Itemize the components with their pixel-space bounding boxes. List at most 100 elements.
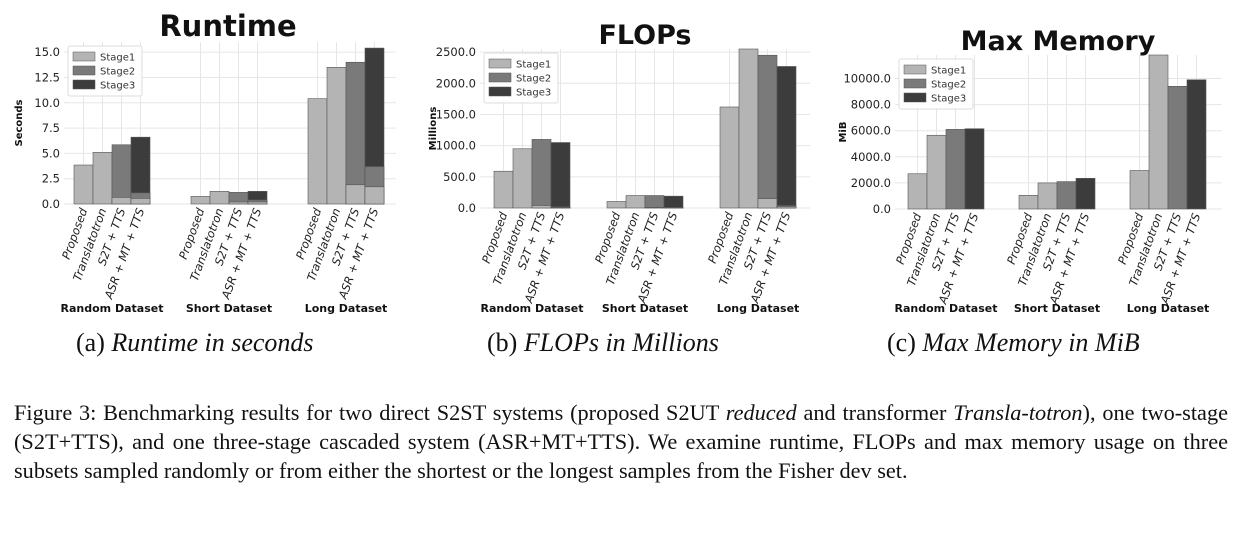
legend-label: Stage1 bbox=[931, 66, 966, 77]
y-tick-label: 500.0 bbox=[443, 170, 476, 184]
bar-segment bbox=[111, 197, 132, 205]
y-tick-label: 2500.0 bbox=[436, 45, 476, 59]
legend-label: Stage3 bbox=[931, 94, 966, 105]
legend-label: Stage3 bbox=[516, 88, 551, 99]
y-tick-label: 0.0 bbox=[42, 197, 60, 211]
bar-segment bbox=[606, 201, 627, 209]
figure-caption: Figure 3: Benchmarking results for two d… bbox=[14, 398, 1228, 485]
group-label: Long Dataset bbox=[717, 302, 800, 315]
subcaption-c: (c) Max Memory in MiB bbox=[887, 328, 1140, 358]
y-tick-label: 8000.0 bbox=[851, 98, 891, 112]
bar-segment bbox=[757, 198, 778, 209]
legend-swatch bbox=[903, 92, 927, 103]
y-tick-label: 5.0 bbox=[42, 146, 60, 160]
figure-caption-emphasis: reduced bbox=[725, 400, 797, 425]
bar-segment bbox=[512, 148, 533, 209]
bar bbox=[1148, 54, 1169, 210]
group-label: Long Dataset bbox=[305, 302, 388, 315]
bar-segment bbox=[307, 98, 328, 205]
y-tick-label: 2000.0 bbox=[436, 76, 476, 90]
bar-segment bbox=[550, 207, 571, 209]
bar-segment bbox=[531, 205, 552, 209]
chart-3: 0.02000.04000.06000.08000.010000.0Propos… bbox=[838, 26, 1222, 315]
group-label: Long Dataset bbox=[1127, 302, 1210, 315]
figure-caption-part: ), one two-stage (S2T+TTS), and one thre… bbox=[14, 400, 1228, 483]
subcaption-c-letter: (c) bbox=[887, 328, 916, 357]
y-tick-label: 10.0 bbox=[34, 96, 60, 110]
bar-segment bbox=[738, 48, 759, 209]
y-tick-label: 15.0 bbox=[34, 45, 60, 59]
chart-title: Max Memory bbox=[961, 26, 1156, 57]
bar bbox=[1167, 86, 1188, 210]
bar-segment bbox=[130, 198, 151, 205]
bar-segment bbox=[345, 61, 366, 205]
bar-segment bbox=[625, 195, 646, 209]
group-label: Random Dataset bbox=[895, 302, 998, 315]
bar-segment bbox=[493, 170, 514, 209]
legend-label: Stage2 bbox=[100, 67, 135, 78]
bar bbox=[945, 129, 966, 210]
bar bbox=[1037, 182, 1058, 210]
y-tick-label: 0.0 bbox=[873, 202, 891, 216]
benchmark-charts: 0.02.55.07.510.012.515.0ProposedTranslat… bbox=[14, 9, 1222, 315]
bar-segment bbox=[644, 207, 665, 209]
bar-segment bbox=[663, 195, 684, 209]
legend-label: Stage3 bbox=[100, 81, 135, 92]
bar bbox=[907, 173, 928, 210]
legend-label: Stage1 bbox=[516, 60, 551, 71]
bar-segment bbox=[247, 201, 268, 205]
bar bbox=[964, 128, 985, 210]
y-tick-label: 1500.0 bbox=[436, 107, 476, 121]
bar-segment bbox=[190, 196, 211, 205]
bar-segment bbox=[228, 201, 249, 205]
bar-segment bbox=[757, 54, 778, 209]
legend-swatch bbox=[903, 64, 927, 75]
group-label: Short Dataset bbox=[602, 302, 688, 315]
y-axis-label: Millions bbox=[428, 107, 439, 151]
bar bbox=[926, 134, 947, 210]
legend-swatch bbox=[72, 79, 96, 90]
bar-segment bbox=[550, 142, 571, 209]
y-tick-label: 6000.0 bbox=[851, 124, 891, 138]
group-label: Short Dataset bbox=[186, 302, 272, 315]
group-label: Random Dataset bbox=[481, 302, 584, 315]
legend-swatch bbox=[488, 86, 512, 97]
bar-segment bbox=[73, 164, 94, 205]
legend-swatch bbox=[72, 65, 96, 76]
y-tick-label: 0.0 bbox=[458, 201, 476, 215]
bar-segment bbox=[776, 206, 797, 209]
bar bbox=[1018, 194, 1039, 210]
legend-swatch bbox=[488, 58, 512, 69]
figure-caption-part: and transformer bbox=[796, 400, 954, 425]
y-axis-label: MiB bbox=[838, 121, 849, 142]
subcaption-a-letter: (a) bbox=[76, 328, 105, 357]
bar-segment bbox=[531, 139, 552, 209]
bar-segment bbox=[364, 186, 385, 205]
y-tick-label: 1000.0 bbox=[436, 139, 476, 153]
legend-label: Stage1 bbox=[100, 53, 135, 64]
bar-segment bbox=[644, 195, 665, 209]
bar bbox=[1186, 79, 1207, 210]
subcaption-a: (a) Runtime in seconds bbox=[76, 328, 314, 358]
y-tick-label: 2.5 bbox=[42, 172, 60, 186]
bar-segment bbox=[92, 152, 113, 205]
bar-segment bbox=[345, 184, 366, 205]
bar-segment bbox=[111, 144, 132, 205]
y-tick-label: 4000.0 bbox=[851, 150, 891, 164]
y-axis-label: Seconds bbox=[14, 99, 25, 146]
group-label: Random Dataset bbox=[61, 302, 164, 315]
legend-label: Stage2 bbox=[931, 80, 966, 91]
chart-title: Runtime bbox=[159, 9, 296, 43]
bar bbox=[1129, 170, 1150, 210]
legend-swatch bbox=[72, 51, 96, 62]
group-label: Short Dataset bbox=[1014, 302, 1100, 315]
subcaption-c-text: Max Memory in MiB bbox=[922, 328, 1140, 357]
subcaption-b-text: FLOPs in Millions bbox=[523, 328, 719, 357]
y-tick-label: 2000.0 bbox=[851, 176, 891, 190]
subcaption-b: (b) FLOPs in Millions bbox=[487, 328, 719, 358]
legend-swatch bbox=[488, 72, 512, 83]
legend-swatch bbox=[903, 78, 927, 89]
figure-caption-part: Figure 3: Benchmarking results for two d… bbox=[14, 400, 726, 425]
legend-label: Stage2 bbox=[516, 74, 551, 85]
y-tick-label: 12.5 bbox=[34, 70, 60, 84]
